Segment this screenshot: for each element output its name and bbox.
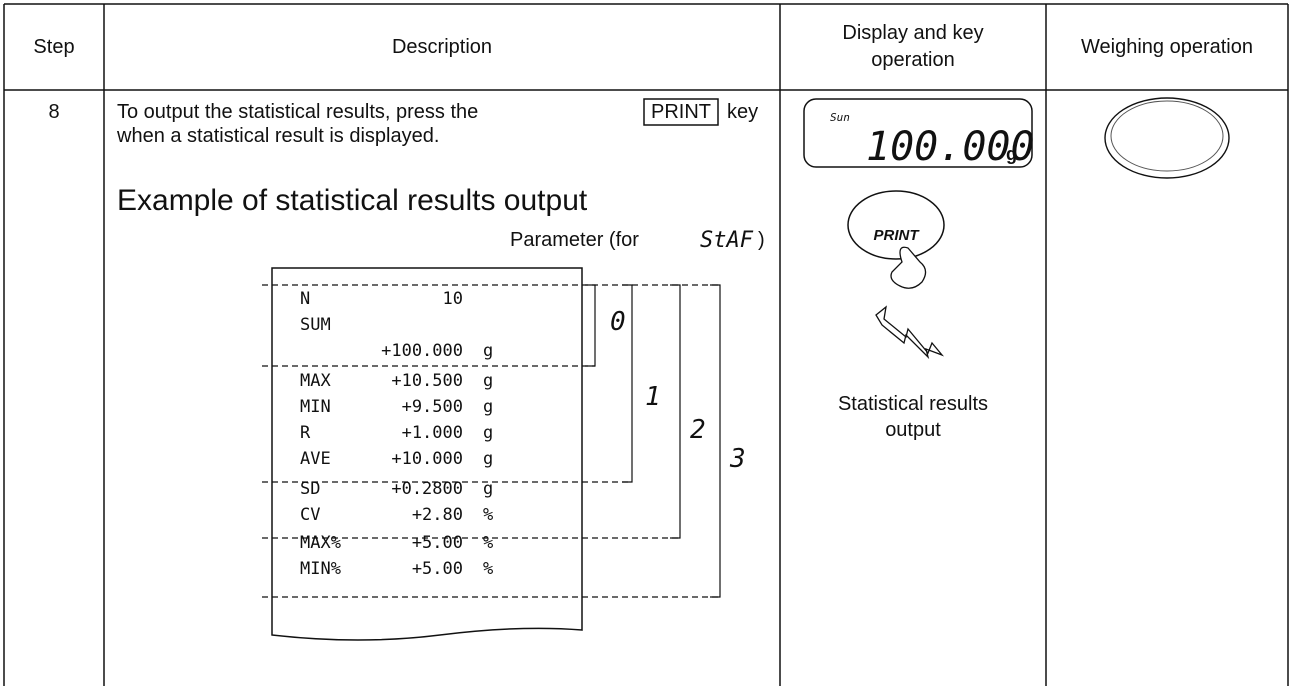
header-display: Display and key bbox=[842, 22, 983, 44]
printout-unit: g bbox=[483, 397, 493, 417]
parameter-close: ) bbox=[758, 229, 765, 251]
printout-value: +2.80 bbox=[412, 505, 463, 525]
brackets bbox=[262, 284, 721, 598]
printout-value: +5.00 bbox=[412, 559, 463, 579]
printout-unit: g bbox=[483, 449, 493, 469]
printout-unit: g bbox=[483, 423, 493, 443]
display-caption: output bbox=[885, 419, 941, 441]
step-number: 8 bbox=[48, 101, 59, 123]
paper bbox=[271, 267, 583, 641]
printout-label: SD bbox=[300, 479, 320, 499]
display-panel bbox=[803, 98, 1033, 168]
description-text: when a statistical result is displayed. bbox=[116, 125, 439, 147]
printout-unit: % bbox=[483, 505, 493, 525]
printout-value: 10 bbox=[443, 289, 463, 309]
description-text: key bbox=[727, 101, 758, 123]
display-mode: Sun bbox=[830, 111, 850, 124]
bracket-label: 2 bbox=[690, 415, 706, 445]
button-label: PRINT bbox=[874, 227, 921, 244]
printout-label: MIN bbox=[300, 397, 331, 417]
display-caption: Statistical results bbox=[838, 393, 988, 415]
display-unit: g bbox=[1006, 144, 1017, 164]
printout-label: AVE bbox=[300, 449, 331, 469]
printout-value: +10.000 bbox=[391, 449, 463, 469]
printout-unit: % bbox=[483, 559, 493, 579]
bracket-label: 0 bbox=[610, 307, 626, 337]
printout-label: R bbox=[300, 423, 311, 443]
bracket-label: 3 bbox=[729, 444, 746, 474]
printout-value: +1.000 bbox=[402, 423, 463, 443]
parameter-label: Parameter (for bbox=[510, 229, 639, 251]
printout-unit: g bbox=[483, 479, 493, 499]
weighing-pan-inner bbox=[1110, 100, 1224, 172]
print-button bbox=[847, 190, 945, 260]
printout-label: MAX bbox=[300, 371, 331, 391]
printout-unit: % bbox=[483, 533, 493, 553]
printout-value: +9.500 bbox=[402, 397, 463, 417]
key-box bbox=[643, 98, 719, 126]
table-grid bbox=[3, 3, 1289, 686]
printout-unit: g bbox=[483, 341, 493, 361]
printout-label: MIN% bbox=[300, 559, 341, 579]
printout-value: +0.2800 bbox=[391, 479, 463, 499]
printout-label: SUM bbox=[300, 315, 331, 335]
printout-unit: g bbox=[483, 371, 493, 391]
example-title: Example of statistical results output bbox=[117, 184, 588, 217]
header-display: operation bbox=[871, 49, 954, 71]
printout-value: +5.00 bbox=[412, 533, 463, 553]
output-arrow bbox=[875, 305, 945, 360]
bracket-label: 1 bbox=[645, 382, 661, 412]
parameter-setting: StAF bbox=[700, 228, 754, 253]
key-name: PRINT bbox=[651, 101, 711, 123]
header-description: Description bbox=[392, 36, 492, 58]
printout-value: +10.500 bbox=[391, 371, 463, 391]
printout-label: N bbox=[300, 289, 310, 309]
printout-value: +100.000 bbox=[381, 341, 463, 361]
printout-label: CV bbox=[300, 505, 320, 525]
display-value: 100.000 bbox=[866, 124, 1035, 170]
header-step: Step bbox=[33, 36, 74, 58]
description-text: To output the statistical results, press… bbox=[117, 101, 478, 123]
finger bbox=[890, 246, 927, 289]
printout-label: MAX% bbox=[300, 533, 341, 553]
printout: N 10 SUM +100.000 g MAX +10.500 g MIN +9.500 g R +1.… bbox=[300, 289, 493, 579]
header-weighing: Weighing operation bbox=[1081, 36, 1253, 58]
weighing-pan bbox=[1104, 97, 1230, 179]
